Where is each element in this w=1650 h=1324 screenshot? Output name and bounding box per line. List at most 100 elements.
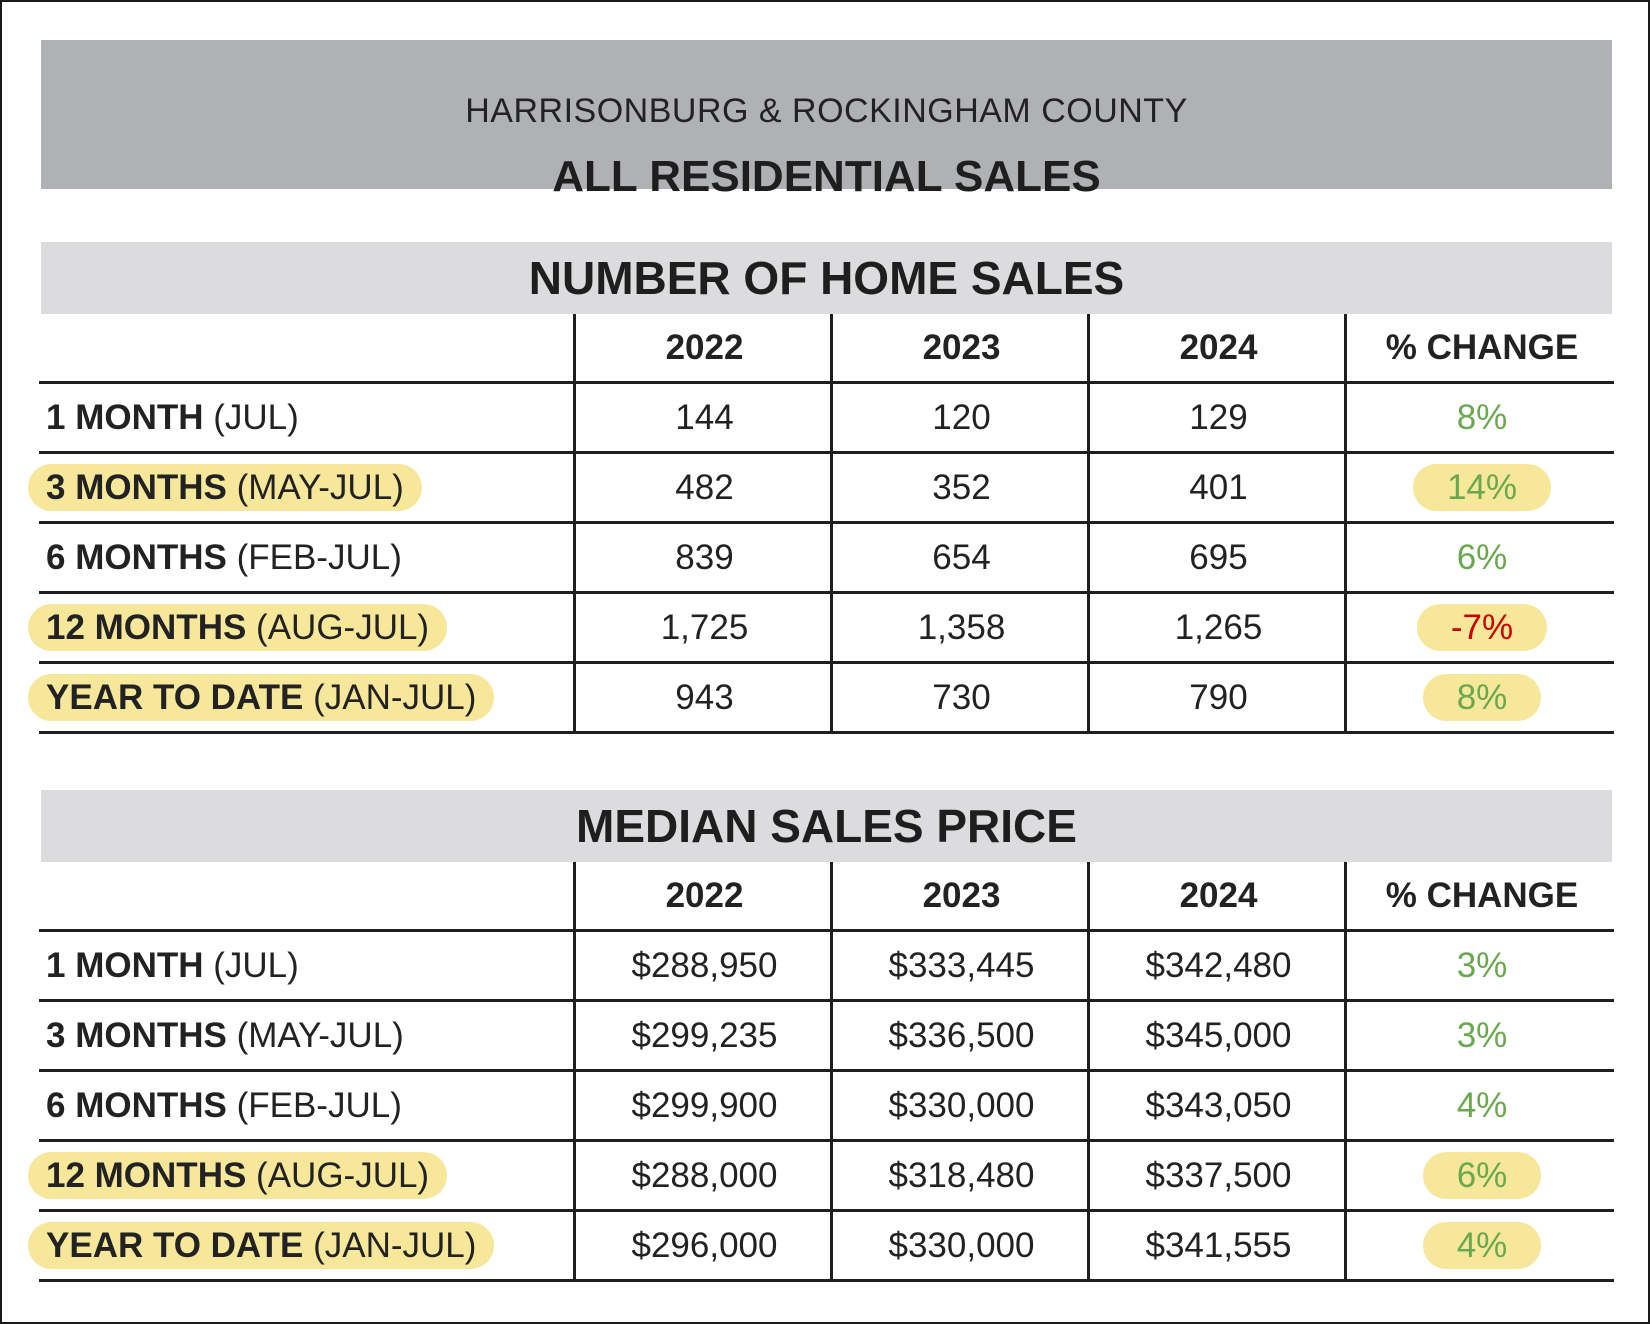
percent-change: 3% [1344, 932, 1617, 999]
value-2022: 839 [573, 524, 833, 591]
highlight-mark: YEAR TO DATE (JAN-JUL) [28, 674, 495, 721]
header-label [39, 862, 573, 929]
row-label: 6 MONTHS (FEB-JUL) [39, 524, 573, 591]
row-label: YEAR TO DATE (JAN-JUL) [28, 1212, 573, 1279]
percent-change: 14% [1344, 454, 1617, 521]
percent-change-value: 8% [1456, 398, 1508, 437]
table-row: 12 MONTHS (AUG-JUL) $288,000 $318,480 $3… [28, 1142, 1617, 1212]
period-range: (MAY-JUL) [226, 468, 404, 507]
percent-change-value: -7% [1416, 604, 1548, 651]
period-name: 6 MONTHS [46, 538, 227, 577]
value-2022: 1,725 [573, 594, 833, 661]
period-range: (JUL) [203, 398, 299, 437]
header-change: % CHANGE [1344, 314, 1617, 381]
table-row: 3 MONTHS (MAY-JUL) 482 352 401 14% [28, 454, 1617, 524]
value-2022: $288,000 [573, 1142, 833, 1209]
value-2022: 482 [573, 454, 833, 521]
report-banner: HARRISONBURG & ROCKINGHAM COUNTY ALL RES… [41, 40, 1612, 201]
percent-change: 8% [1344, 664, 1617, 731]
period-name: YEAR TO DATE [46, 678, 304, 717]
period-range: (JAN-JUL) [303, 678, 477, 717]
row-label: YEAR TO DATE (JAN-JUL) [28, 664, 573, 731]
percent-change: 8% [1344, 384, 1617, 451]
table-header-row: 2022 2023 2024 % CHANGE [39, 862, 1614, 932]
period-range: (FEB-JUL) [226, 1086, 402, 1125]
value-2022: $299,235 [573, 1002, 833, 1069]
period-name: 1 MONTH [46, 946, 204, 985]
highlight-mark: 12 MONTHS (AUG-JUL) [28, 604, 448, 651]
row-label: 3 MONTHS (MAY-JUL) [39, 1002, 573, 1069]
header-2022: 2022 [573, 314, 833, 381]
value-2023: $333,445 [830, 932, 1090, 999]
banner-title: ALL RESIDENTIAL SALES [552, 152, 1101, 201]
table-row: YEAR TO DATE (JAN-JUL) $296,000 $330,000… [28, 1212, 1617, 1282]
percent-change: 6% [1344, 1142, 1617, 1209]
table-row: 6 MONTHS (FEB-JUL) $299,900 $330,000 $34… [39, 1072, 1614, 1142]
value-2023: $336,500 [830, 1002, 1090, 1069]
value-2024: $337,500 [1087, 1142, 1347, 1209]
period-name: 12 MONTHS [46, 608, 247, 647]
period-range: (MAY-JUL) [226, 1016, 404, 1055]
period-range: (JUL) [203, 946, 299, 985]
percent-change-value: 4% [1456, 1086, 1508, 1125]
home-sales-title: NUMBER OF HOME SALES [41, 242, 1612, 314]
table-row: 6 MONTHS (FEB-JUL) 839 654 695 6% [39, 524, 1614, 594]
table-header-row: 2022 2023 2024 % CHANGE [39, 314, 1614, 384]
percent-change-value: 8% [1422, 674, 1542, 721]
median-price-title: MEDIAN SALES PRICE [41, 790, 1612, 862]
period-name: 1 MONTH [46, 398, 204, 437]
header-2024: 2024 [1087, 314, 1347, 381]
percent-change-value: 3% [1456, 946, 1508, 985]
highlight-mark: 3 MONTHS (MAY-JUL) [28, 464, 422, 511]
highlight-mark: 12 MONTHS (AUG-JUL) [28, 1152, 448, 1199]
percent-change: -7% [1344, 594, 1617, 661]
percent-change-value: 14% [1412, 464, 1552, 511]
period-name: 12 MONTHS [46, 1156, 247, 1195]
value-2024: 129 [1087, 384, 1347, 451]
period-range: (FEB-JUL) [226, 538, 402, 577]
value-2023: 1,358 [830, 594, 1090, 661]
value-2022: $299,900 [573, 1072, 833, 1139]
percent-change: 4% [1344, 1212, 1617, 1279]
table-row: 3 MONTHS (MAY-JUL) $299,235 $336,500 $34… [39, 1002, 1614, 1072]
period-range: (AUG-JUL) [246, 1156, 430, 1195]
value-2024: $345,000 [1087, 1002, 1347, 1069]
value-2024: 695 [1087, 524, 1347, 591]
header-change: % CHANGE [1344, 862, 1617, 929]
value-2024: 790 [1087, 664, 1347, 731]
percent-change: 4% [1344, 1072, 1617, 1139]
value-2022: $288,950 [573, 932, 833, 999]
value-2023: $330,000 [830, 1212, 1090, 1279]
row-label: 6 MONTHS (FEB-JUL) [39, 1072, 573, 1139]
percent-change-value: 4% [1422, 1222, 1542, 1269]
period-name: 3 MONTHS [46, 1016, 227, 1055]
period-name: YEAR TO DATE [46, 1226, 304, 1265]
value-2023: 120 [830, 384, 1090, 451]
value-2024: $342,480 [1087, 932, 1347, 999]
row-label: 1 MONTH (JUL) [39, 384, 573, 451]
percent-change-value: 3% [1456, 1016, 1508, 1055]
period-range: (JAN-JUL) [303, 1226, 477, 1265]
header-2022: 2022 [573, 862, 833, 929]
period-range: (AUG-JUL) [246, 608, 430, 647]
table-row: 1 MONTH (JUL) 144 120 129 8% [39, 384, 1614, 454]
value-2024: 401 [1087, 454, 1347, 521]
percent-change: 3% [1344, 1002, 1617, 1069]
row-label: 3 MONTHS (MAY-JUL) [28, 454, 573, 521]
value-2023: $330,000 [830, 1072, 1090, 1139]
table-row: 1 MONTH (JUL) $288,950 $333,445 $342,480… [39, 932, 1614, 1002]
value-2023: 654 [830, 524, 1090, 591]
row-label: 12 MONTHS (AUG-JUL) [28, 594, 573, 661]
period-name: 6 MONTHS [46, 1086, 227, 1125]
header-2023: 2023 [830, 862, 1090, 929]
row-label: 12 MONTHS (AUG-JUL) [28, 1142, 573, 1209]
value-2024: $343,050 [1087, 1072, 1347, 1139]
period-name: 3 MONTHS [46, 468, 227, 507]
value-2024: $341,555 [1087, 1212, 1347, 1279]
table-row: 12 MONTHS (AUG-JUL) 1,725 1,358 1,265 -7… [28, 594, 1617, 664]
percent-change-value: 6% [1422, 1152, 1542, 1199]
value-2022: 943 [573, 664, 833, 731]
table-row: YEAR TO DATE (JAN-JUL) 943 730 790 8% [28, 664, 1617, 734]
value-2022: $296,000 [573, 1212, 833, 1279]
